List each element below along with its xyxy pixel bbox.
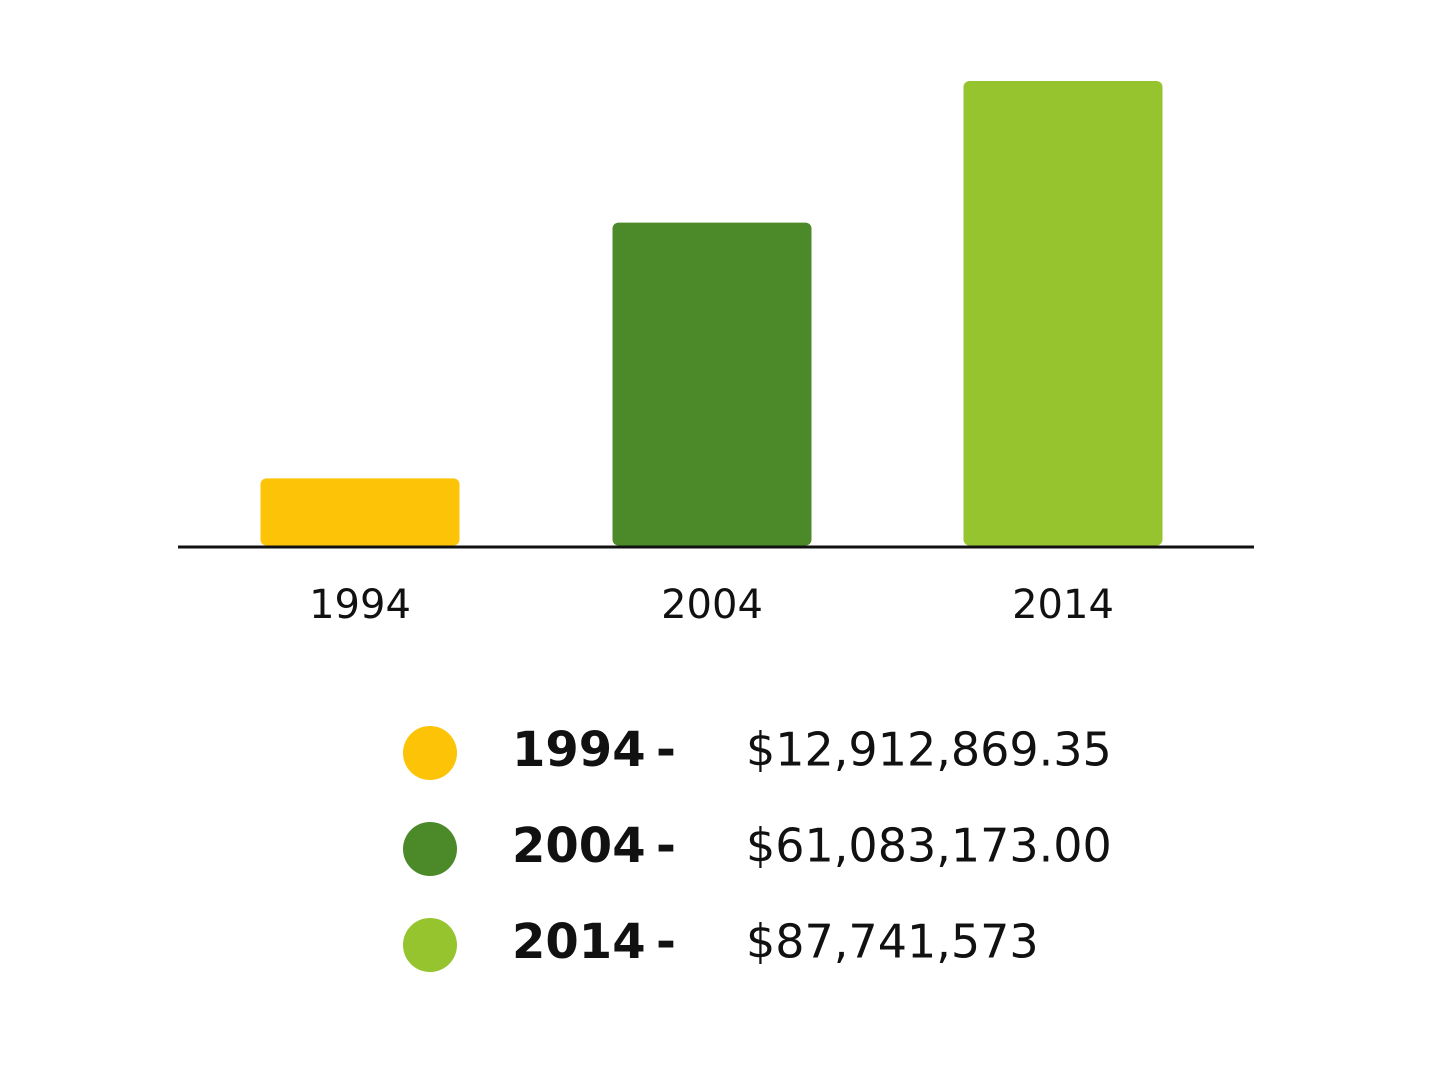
bar <box>963 81 1163 546</box>
x-tick-label: 1994 <box>309 582 411 628</box>
legend-label: 2004 <box>512 818 646 874</box>
bar <box>612 222 812 546</box>
legend-separator: - <box>656 722 676 778</box>
value-label: $61,083,173.00 <box>746 819 1112 873</box>
value-label: $12,912,869.35 <box>746 723 1112 777</box>
value-label: $87,741,573 <box>746 915 1039 969</box>
legend-label: 1994 <box>512 722 646 778</box>
bar <box>260 478 460 546</box>
legend-label: 2014 <box>512 914 646 970</box>
x-tick-label: 2014 <box>1012 582 1114 628</box>
legend-separator: - <box>656 818 676 874</box>
legend-marker <box>403 726 457 780</box>
legend-marker <box>403 822 457 876</box>
legend-separator: - <box>656 914 676 970</box>
x-tick-label: 2004 <box>661 582 763 628</box>
legend-marker <box>403 918 457 972</box>
